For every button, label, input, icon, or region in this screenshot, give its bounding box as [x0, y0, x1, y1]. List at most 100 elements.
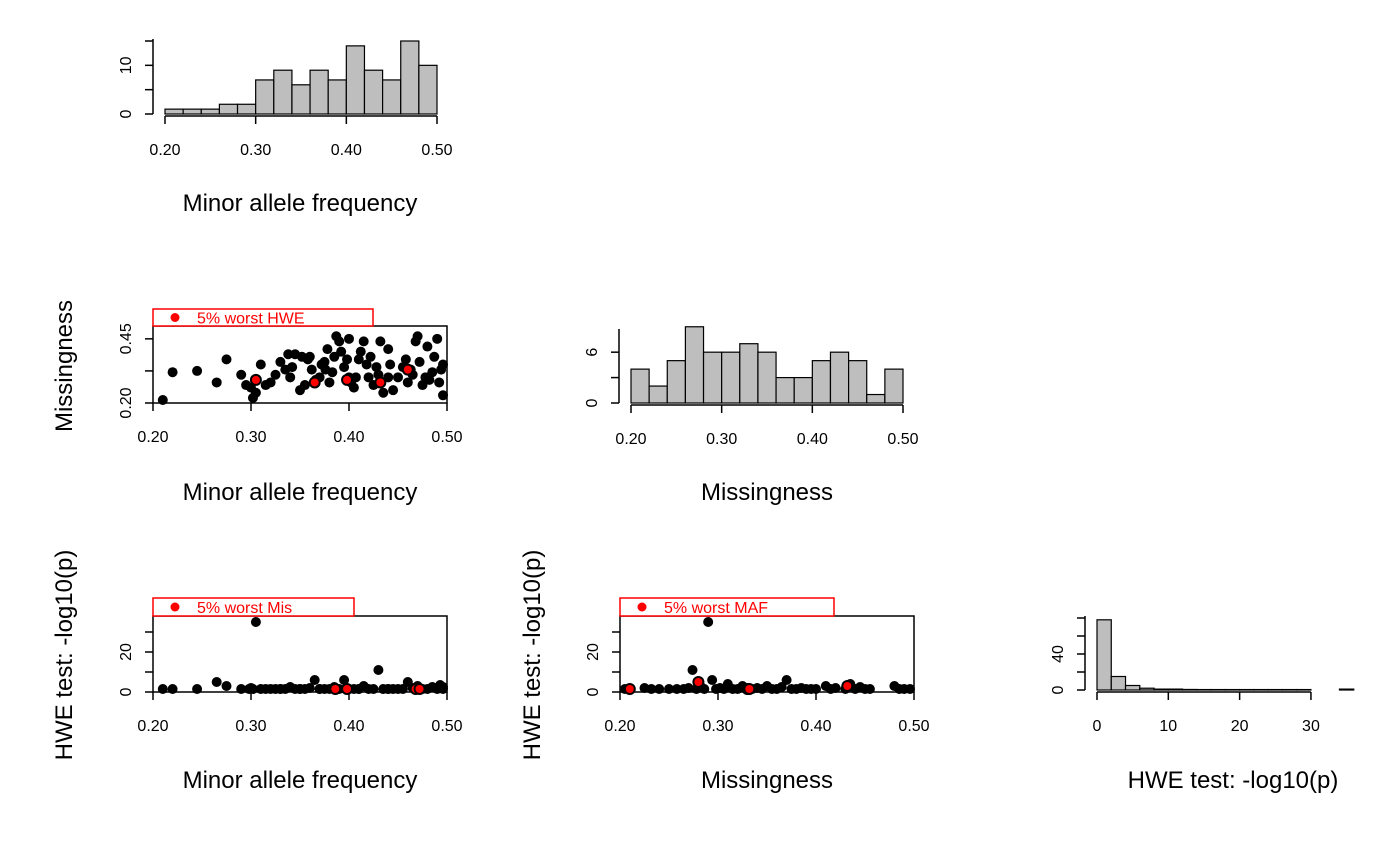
- legend-label: 5% worst MAF: [664, 600, 768, 617]
- scatter-point: [438, 359, 448, 370]
- y-tick-label: 0: [118, 109, 135, 118]
- hwe-histogram-panel: 0 10 20 30 0 40 HWE test: -log10(p): [1050, 616, 1355, 794]
- x-tick-label: 20: [1231, 718, 1249, 735]
- scatter-point: [385, 359, 396, 370]
- highlight-point: [251, 375, 260, 384]
- x-tick-label: 0.30: [235, 429, 266, 446]
- scatter-point: [275, 684, 286, 694]
- histogram-bar: [182, 108, 202, 115]
- scatter-point: [353, 354, 364, 365]
- scatter-point: [236, 369, 247, 380]
- x-axis-title: Minor allele frequency: [183, 190, 418, 217]
- y-tick-label: 20: [118, 643, 135, 661]
- x-axis-title: Minor allele frequency: [183, 479, 418, 506]
- x-tick-label: 0.20: [137, 429, 168, 446]
- x-tick-label: 10: [1159, 718, 1177, 735]
- histogram-bar: [1167, 688, 1184, 691]
- y-tick-label: 0: [584, 398, 601, 407]
- scatter-point: [654, 684, 665, 694]
- x-tick-label: 0.40: [331, 142, 362, 159]
- scatter-point: [314, 684, 325, 694]
- histogram-bar: [829, 351, 850, 404]
- scatter-point: [707, 675, 718, 685]
- legend-marker: [170, 602, 180, 612]
- x-tick-label: 0.50: [431, 429, 462, 446]
- histogram-bar: [757, 351, 777, 404]
- scatter-point: [295, 684, 305, 694]
- highlight-point: [331, 685, 340, 693]
- scatter-point: [664, 684, 674, 694]
- x-tick-label: 0.30: [702, 718, 733, 735]
- x-tick-label: 0.50: [898, 718, 929, 735]
- maf-histogram-panel: 0.20 0.30 0.40 0.50 0 10 Minor allele frequenc…: [118, 39, 453, 217]
- histogram-bar: [1139, 687, 1155, 691]
- scatter-point: [339, 675, 350, 685]
- histogram-bar: [847, 360, 868, 404]
- scatter-point: [250, 617, 261, 627]
- plot-frame: [619, 615, 915, 693]
- scatter-point: [334, 336, 345, 347]
- histogram-bar: [1110, 675, 1127, 691]
- scatter-point: [422, 341, 433, 352]
- legend-box: [152, 308, 374, 327]
- histogram-bar: [345, 45, 366, 115]
- scatter-point: [255, 359, 266, 370]
- x-axis-title: Missingness: [701, 767, 833, 794]
- y-tick-label: 6: [584, 348, 601, 357]
- histogram-bar: [793, 376, 813, 404]
- y-tick-label: 0: [585, 687, 602, 696]
- scatter-point: [304, 351, 315, 362]
- y-tick-label: 0: [1050, 685, 1067, 694]
- scatter-point: [236, 684, 247, 694]
- highlight-point: [843, 682, 852, 690]
- scatter-point: [348, 382, 359, 393]
- x-axis-title: Missingness: [701, 479, 833, 506]
- x-tick-label: 0.50: [431, 718, 462, 735]
- scatter-point: [285, 372, 296, 383]
- scatter-point: [299, 380, 310, 391]
- scatter-point: [830, 683, 841, 693]
- scatter-point: [687, 665, 698, 675]
- histogram-bar: [363, 69, 384, 115]
- scatter-point: [671, 684, 682, 694]
- scatter-point: [309, 675, 320, 685]
- scatter-point: [319, 356, 330, 367]
- legend-box: [619, 597, 835, 617]
- scatter-point: [324, 377, 335, 388]
- scatter-point: [393, 372, 403, 383]
- scatter-point: [781, 675, 792, 685]
- x-tick-label: 0.50: [887, 431, 918, 448]
- y-tick-label: 0: [118, 687, 135, 696]
- x-tick-label: 0.40: [797, 431, 828, 448]
- scatter-point: [275, 356, 286, 367]
- scatter-point: [646, 684, 657, 694]
- scatter-point: [283, 349, 294, 360]
- scatter-point: [417, 380, 428, 391]
- highlight-point: [376, 378, 385, 387]
- scatter-point: [211, 377, 222, 388]
- scatter-point: [304, 683, 315, 693]
- histogram-bar: [1096, 619, 1112, 691]
- y-axis-title: Missingness: [51, 300, 78, 432]
- histogram-bar: [866, 393, 886, 404]
- histogram-bar: [255, 79, 275, 115]
- highlight-point: [745, 685, 754, 693]
- scatter-point: [358, 336, 369, 347]
- scatter-point: [265, 377, 276, 388]
- histogram-bar: [1153, 688, 1169, 691]
- scatter-point: [414, 356, 425, 367]
- x-tick-label: 0.40: [333, 429, 364, 446]
- histogram-bar: [702, 351, 723, 404]
- highlight-point: [343, 685, 352, 693]
- histogram-bar: [884, 368, 904, 404]
- x-tick-label: 0: [1093, 718, 1102, 735]
- histogram-bar: [630, 368, 650, 404]
- scatter-point: [383, 344, 394, 355]
- highlight-point: [694, 678, 703, 686]
- scatter-point: [167, 684, 178, 694]
- histogram-bar: [684, 326, 705, 404]
- scatter-point: [287, 362, 298, 373]
- scatter-point: [434, 377, 445, 388]
- histogram-bar: [164, 108, 184, 115]
- scatter-point: [344, 333, 354, 344]
